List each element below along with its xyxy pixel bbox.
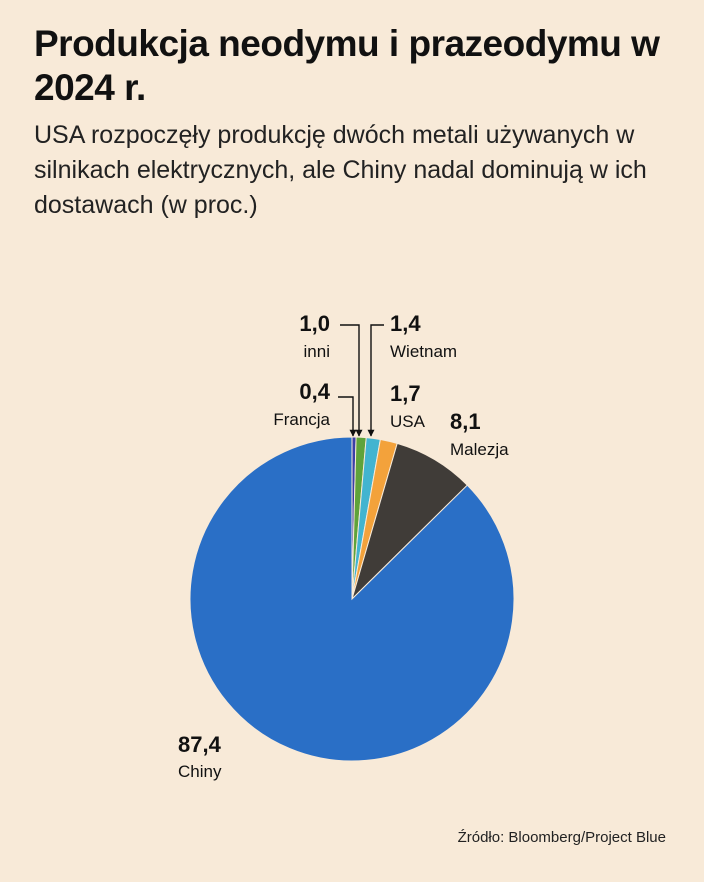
- value-label-wietnam: 1,4: [390, 311, 421, 336]
- slice-labels: 0,4 Francja 1,0 inni 1,4 Wietnam 1,7 USA 8,1 Male…: [178, 311, 509, 781]
- value-label-malezja: 8,1: [450, 409, 481, 434]
- value-label-chiny: 87,4: [178, 732, 222, 757]
- category-label-chiny: Chiny: [178, 762, 222, 781]
- chart-title: Produkcja neodymu i prazeodymu w 2024 r.: [34, 23, 660, 108]
- category-label-malezja: Malezja: [450, 440, 509, 459]
- category-label-wietnam: Wietnam: [390, 342, 457, 361]
- chart-subtitle: USA rozpoczęły produkcję dwóch metali uż…: [34, 121, 647, 219]
- leader-line-wietnam: [367, 324, 384, 437]
- value-label-inni: 1,0: [299, 311, 330, 336]
- source-note: Źródło: Bloomberg/Project Blue: [457, 829, 666, 846]
- value-label-francja: 0,4: [299, 379, 330, 404]
- value-label-usa: 1,7: [390, 381, 421, 406]
- pie-slice-chiny: [189, 436, 515, 762]
- pie-slices: [189, 436, 515, 762]
- category-label-francja: Francja: [273, 410, 330, 429]
- category-label-usa: USA: [390, 412, 426, 431]
- leader-line-inni: [340, 324, 363, 437]
- leader-line-francja: [338, 396, 357, 437]
- leader-lines: [338, 324, 384, 437]
- category-label-inni: inni: [304, 342, 330, 361]
